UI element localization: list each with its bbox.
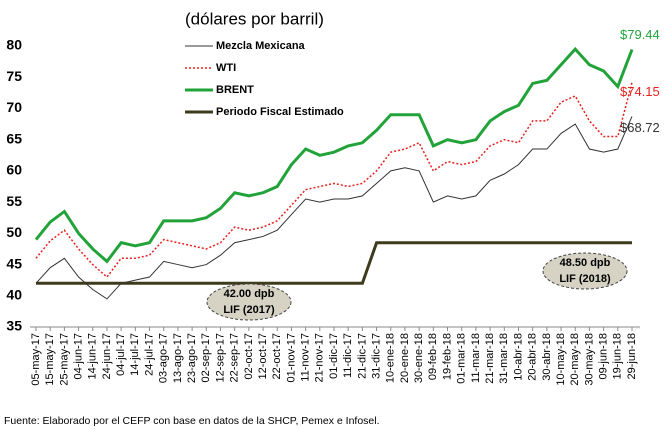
x-tick-label: 20-may-18 — [569, 333, 581, 386]
callout — [206, 283, 292, 321]
x-tick-label: 15-may-17 — [44, 333, 56, 386]
series-line — [35, 82, 633, 279]
callout-text: 42.00 dpb — [224, 288, 275, 300]
x-tick-label: 22-oct-17 — [271, 333, 283, 379]
x-tick-label: 24-jul-17 — [143, 333, 155, 376]
x-tick-label: 02-sep-17 — [200, 333, 212, 383]
series-line — [36, 241, 632, 285]
x-tick-label: 01-mar-18 — [456, 333, 468, 384]
x-tick-label: 10-abr-18 — [512, 333, 524, 381]
x-tick-label: 12-oct-17 — [257, 333, 269, 379]
y-tick-label: 75 — [6, 68, 22, 84]
x-tick-label: 01-dic-17 — [328, 333, 340, 379]
x-tick-label: 19-jun-18 — [612, 333, 624, 379]
legend-label: WTI — [216, 62, 236, 74]
y-tick-label: 35 — [6, 318, 22, 334]
x-tick-label: 12-sep-17 — [214, 333, 226, 383]
y-tick-label: 65 — [6, 130, 22, 146]
x-tick-label: 29-jun-18 — [626, 333, 638, 379]
x-tick-label: 21-nov-17 — [314, 333, 326, 383]
callout-text: LIF (2018) — [559, 273, 611, 285]
x-tick-label: 21-mar-18 — [484, 333, 496, 384]
x-tick-label: 31-mar-18 — [498, 333, 510, 384]
x-tick-label: 11-mar-18 — [470, 333, 482, 383]
x-tick-label: 30-ene-18 — [413, 333, 425, 383]
x-tick-label: 25-may-17 — [58, 333, 70, 386]
callout-text: 48.50 dpb — [560, 257, 611, 269]
x-tick-label: 14-jul-17 — [129, 333, 141, 376]
x-tick-label: 24-jun-17 — [101, 333, 113, 379]
y-tick-label: 80 — [6, 37, 22, 53]
x-tick-label: 30-abr-18 — [541, 333, 553, 381]
x-tick-label: 19-feb-18 — [441, 333, 453, 380]
x-tick-label: 03-ago-17 — [158, 333, 170, 383]
legend-label: BRENT — [216, 84, 254, 96]
x-tick-label: 14-jun-17 — [87, 333, 99, 379]
x-tick-label: 10-may-18 — [555, 333, 567, 386]
value-label: $68.72 — [620, 120, 660, 135]
series-line — [34, 46, 634, 264]
legend-label: Mezcla Mexicana — [216, 40, 306, 52]
x-tick-label: 21-dic-17 — [356, 333, 368, 379]
legend-label: Periodo Fiscal Estimado — [216, 106, 344, 118]
x-tick-label: 04-jul-17 — [115, 333, 127, 376]
x-tick-label: 09-jun-18 — [598, 333, 610, 379]
value-label: $79.44 — [620, 27, 660, 42]
y-tick-label: 40 — [6, 286, 22, 302]
x-tick-label: 05-may-17 — [30, 333, 42, 386]
x-tick-label: 13-ago-17 — [172, 333, 184, 383]
x-tick-label: 09-feb-18 — [427, 333, 439, 380]
y-tick-label: 50 — [6, 224, 22, 240]
x-tick-label: 11-dic-17 — [342, 333, 354, 378]
y-tick-label: 60 — [6, 162, 22, 178]
x-tick-label: 01-nov-17 — [285, 333, 297, 383]
callout-text: LIF (2017) — [223, 304, 275, 316]
value-label: $74.15 — [620, 84, 660, 99]
x-tick-label: 10-ene-18 — [385, 333, 397, 383]
x-tick-label: 30-may-18 — [583, 333, 595, 386]
x-tick-label: 20-abr-18 — [527, 333, 539, 381]
x-tick-label: 02-oct-17 — [243, 333, 255, 379]
x-tick-label: 31-dic-17 — [370, 333, 382, 379]
callout — [542, 252, 628, 290]
y-tick-label: 55 — [6, 193, 22, 209]
series-line — [35, 116, 633, 300]
x-tick-label: 20-ene-18 — [399, 333, 411, 383]
chart-subtitle: (dólares por barril) — [185, 9, 324, 28]
y-tick-label: 70 — [6, 99, 22, 115]
y-tick-label: 45 — [6, 255, 22, 271]
x-tick-label: 23-ago-17 — [186, 333, 198, 383]
source-note: Fuente: Elaborado por el CEFP con base e… — [4, 415, 380, 427]
x-tick-label: 11-nov-17 — [300, 333, 312, 382]
x-tick-label: 04-jun-17 — [72, 333, 84, 379]
x-tick-label: 22-sep-17 — [229, 333, 241, 383]
